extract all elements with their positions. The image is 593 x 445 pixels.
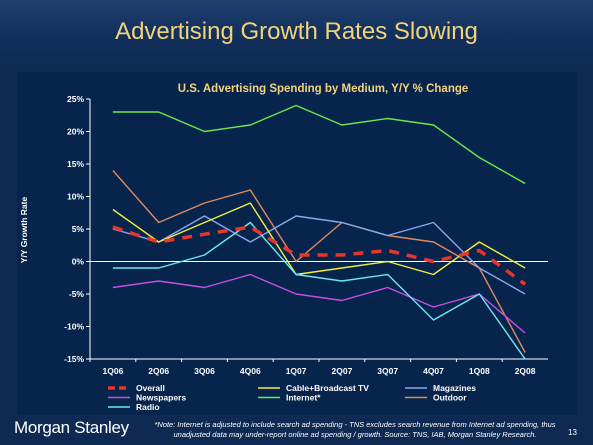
x-tick-label: 2Q08	[515, 366, 536, 376]
y-tick-label: -5%	[69, 289, 85, 299]
brand-logo-text: Morgan Stanley	[14, 418, 129, 437]
y-tick-label: 15%	[67, 159, 84, 169]
legend-label: Magazines	[433, 383, 476, 393]
legend-label: Outdoor	[433, 393, 467, 403]
legend-label: Newspapers	[136, 393, 186, 403]
y-tick-label: -15%	[64, 354, 84, 364]
y-tick-label: 10%	[67, 192, 84, 202]
y-axis-label: Y/Y Growth Rate	[19, 197, 29, 264]
legend-label: Radio	[136, 402, 160, 412]
x-tick-label: 2Q07	[332, 366, 353, 376]
page-number: 13	[568, 428, 577, 437]
series-layer	[112, 104, 527, 360]
y-tick-label: 5%	[72, 224, 85, 234]
y-tick-label: 0%	[72, 257, 85, 267]
y-tick-label: -10%	[64, 322, 84, 332]
y-tick-label: 25%	[67, 94, 84, 104]
series-line-radio	[112, 221, 526, 360]
x-tick-label: 4Q06	[240, 366, 261, 376]
title-band	[0, 0, 593, 64]
x-tick-label: 3Q07	[377, 366, 398, 376]
series-line-magazines	[112, 215, 526, 295]
legend-label: Internet*	[286, 393, 321, 403]
x-tick-label: 1Q08	[469, 366, 490, 376]
slide-title: Advertising Growth Rates Slowing	[115, 18, 478, 45]
x-tick-label: 3Q06	[194, 366, 215, 376]
x-tick-label: 4Q07	[423, 366, 444, 376]
series-line-overall	[112, 225, 527, 286]
chart-panel	[17, 72, 577, 415]
series-line-newspapers	[112, 273, 526, 334]
axes: 25% 20% 15% 10% 5% 0% -5% -10% -15% 1Q06 2Q06 3Q06 4…	[64, 94, 548, 376]
series-line-cable-broadcast-tv	[112, 202, 526, 276]
legend-label: Overall	[136, 383, 165, 393]
footnote: *Note: Internet is adjusted to include s…	[154, 420, 556, 439]
legend: Overall Cable+Broadcast TV Magazines Newspa…	[108, 383, 476, 412]
x-tick-label: 2Q06	[148, 366, 169, 376]
legend-label: Cable+Broadcast TV	[286, 383, 369, 393]
x-tick-label: 1Q07	[286, 366, 307, 376]
series-line-outdoor	[112, 170, 526, 353]
x-tick-label: 1Q06	[103, 366, 124, 376]
series-line-internet	[112, 104, 526, 185]
chart-title: U.S. Advertising Spending by Medium, Y/Y…	[178, 83, 469, 95]
y-tick-label: 20%	[67, 127, 84, 137]
